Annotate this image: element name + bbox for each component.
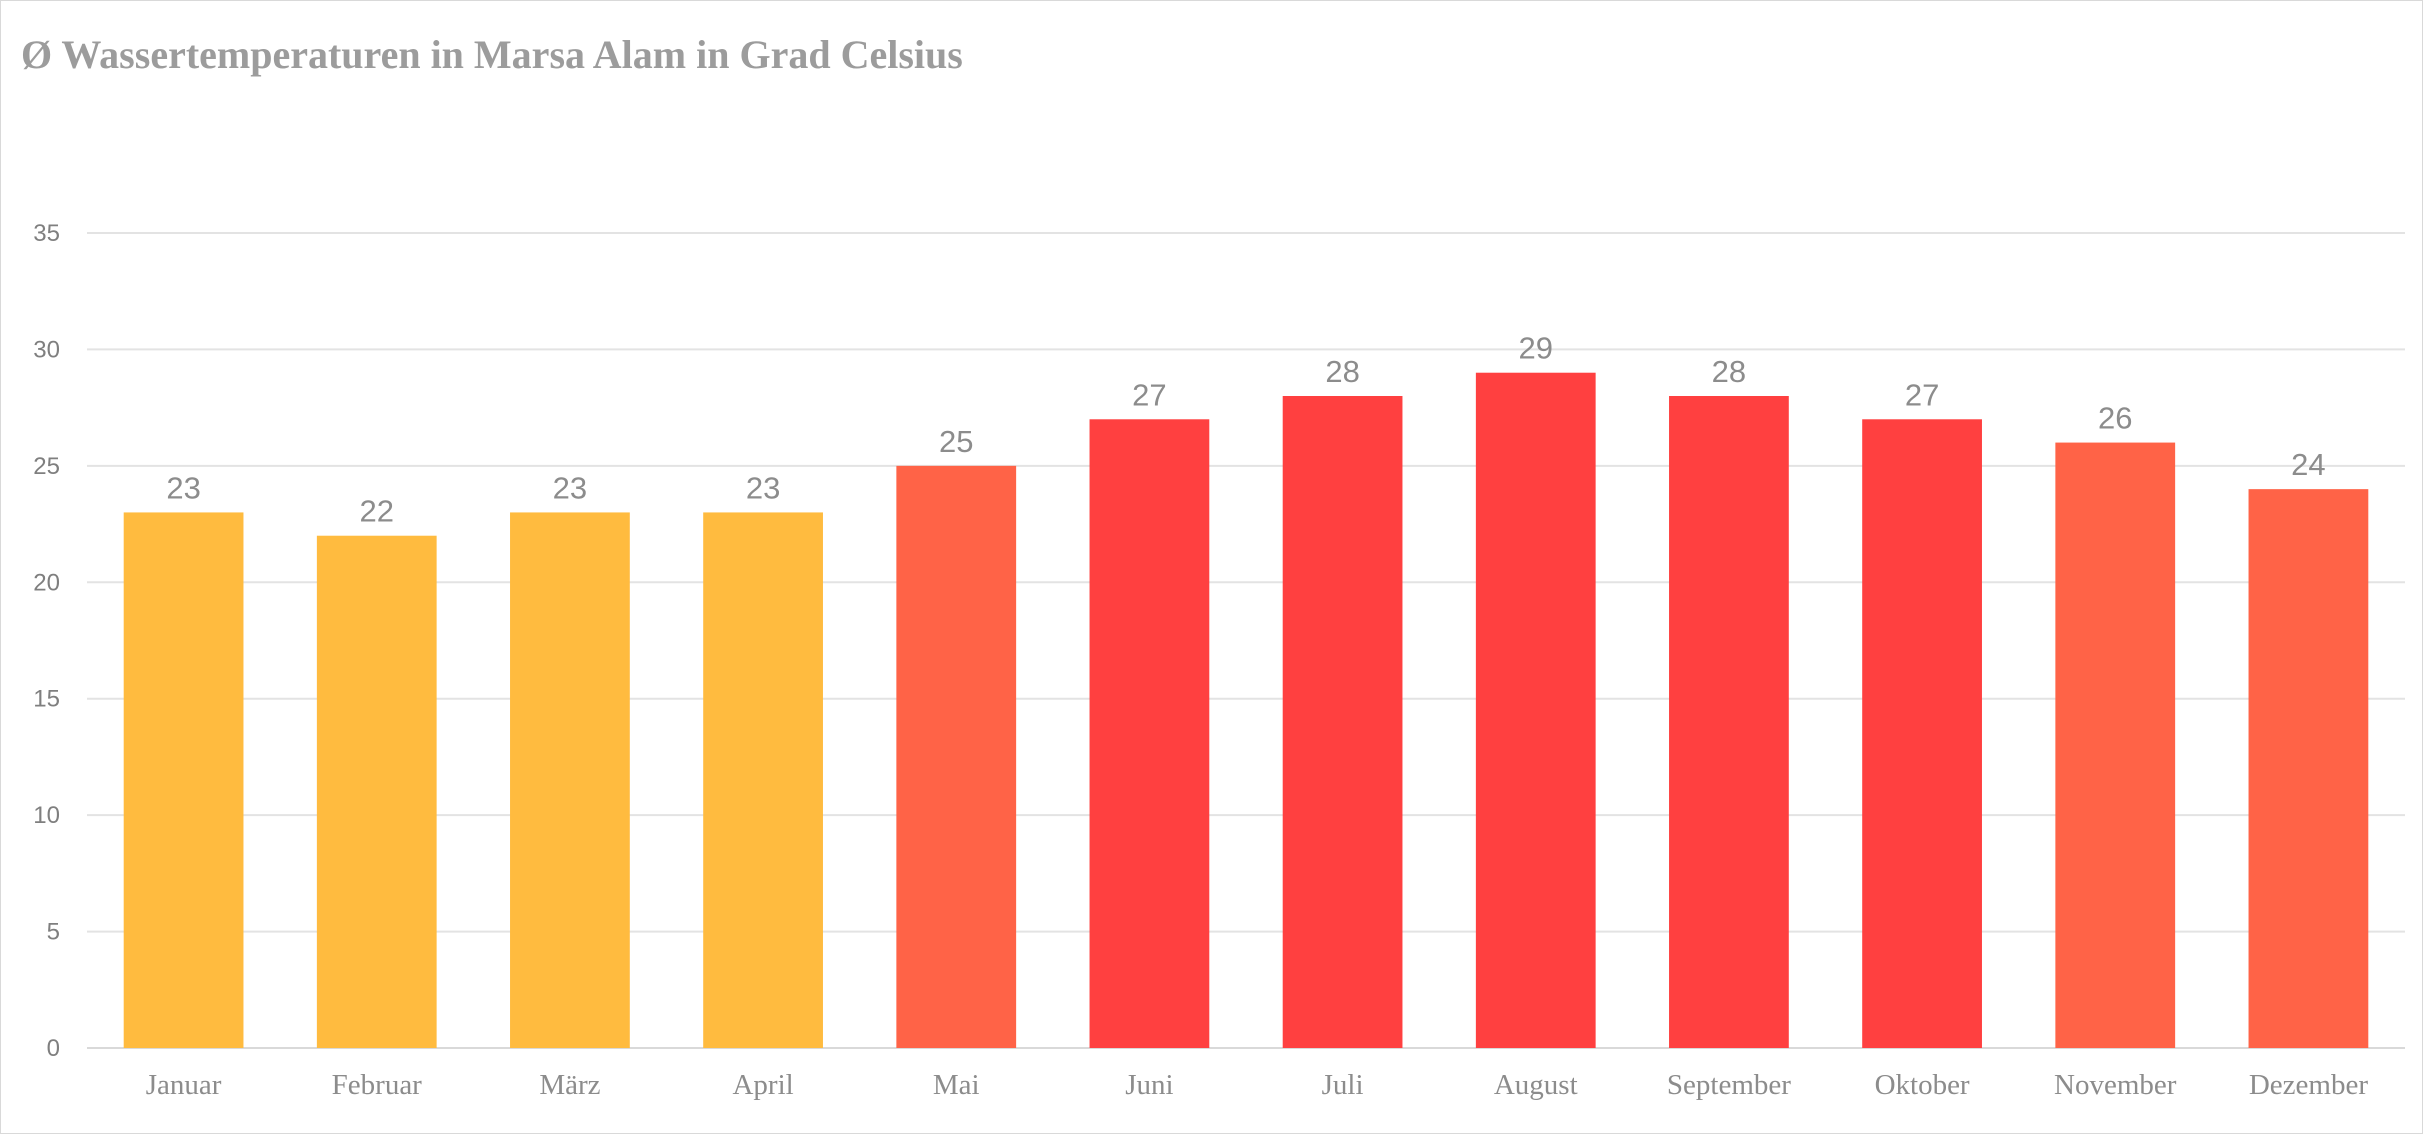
data-labels: 23 22 23 23 25 27 28 29 28 27 26 24 xyxy=(166,331,2325,529)
chart-title: Ø Wassertemperaturen in Marsa Alam in Gr… xyxy=(21,32,963,77)
y-tick-label: 20 xyxy=(33,569,60,596)
data-label: 22 xyxy=(360,494,394,529)
x-tick-label: Dezember xyxy=(2249,1069,2368,1101)
bar-oktober xyxy=(1862,419,1982,1048)
data-label: 27 xyxy=(1132,377,1166,412)
y-tick-label: 35 xyxy=(33,220,60,247)
x-tick-label: April xyxy=(732,1069,793,1101)
gridlines xyxy=(87,232,2405,1049)
bar-august xyxy=(1475,372,1596,1048)
bar-april xyxy=(703,512,823,1048)
y-axis-ticks: 0 5 10 15 20 25 30 35 xyxy=(33,220,60,1062)
bar-september xyxy=(1669,396,1789,1048)
data-label: 23 xyxy=(166,470,200,505)
data-label: 23 xyxy=(746,470,780,505)
y-tick-label: 5 xyxy=(47,919,60,946)
x-tick-label: Oktober xyxy=(1875,1069,1970,1101)
x-tick-label: Juni xyxy=(1125,1069,1173,1101)
bar-juli xyxy=(1282,396,1403,1048)
y-tick-label: 0 xyxy=(47,1035,60,1062)
bar-mai xyxy=(896,465,1017,1048)
x-tick-label: Februar xyxy=(332,1069,423,1101)
x-tick-label: September xyxy=(1667,1069,1791,1101)
x-tick-label: Januar xyxy=(146,1069,222,1101)
y-tick-label: 25 xyxy=(33,453,60,480)
data-label: 28 xyxy=(1712,354,1746,389)
data-label: 25 xyxy=(939,424,973,459)
data-label: 26 xyxy=(2098,401,2132,436)
y-tick-label: 10 xyxy=(33,802,60,829)
bar-februar xyxy=(316,535,437,1048)
bar-juni xyxy=(1089,419,1210,1048)
x-tick-label: März xyxy=(539,1069,600,1101)
data-label: 24 xyxy=(2291,447,2325,482)
x-tick-label: Mai xyxy=(933,1069,980,1101)
y-tick-label: 30 xyxy=(33,336,60,363)
x-axis-ticks: Januar Februar März April Mai Juni Juli August S… xyxy=(146,1069,2369,1101)
bar-januar xyxy=(123,512,244,1048)
data-label: 27 xyxy=(1905,377,1939,412)
x-tick-label: Juli xyxy=(1322,1069,1364,1101)
data-label: 23 xyxy=(553,470,587,505)
data-label: 29 xyxy=(1519,331,1553,366)
bar-november xyxy=(2055,442,2176,1049)
y-tick-label: 15 xyxy=(33,686,60,713)
bar-dezember xyxy=(2248,489,2369,1049)
data-label: 28 xyxy=(1325,354,1359,389)
x-tick-label: November xyxy=(2054,1069,2177,1101)
x-tick-label: August xyxy=(1494,1069,1578,1101)
bars xyxy=(123,372,2369,1049)
bar-märz xyxy=(510,512,630,1048)
